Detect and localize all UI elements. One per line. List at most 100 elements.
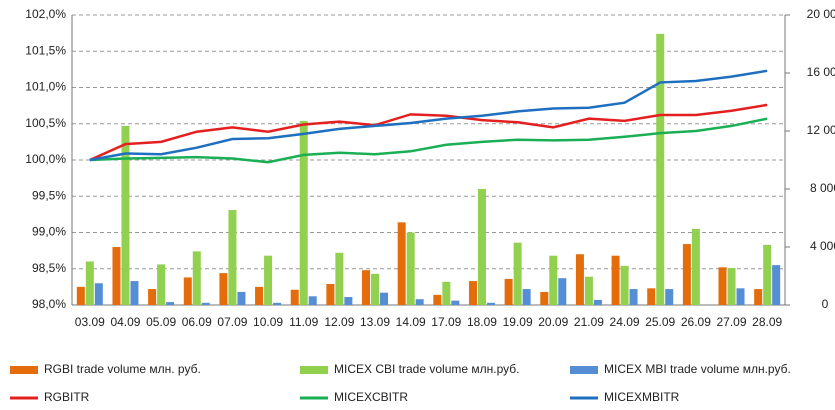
bar [584,276,593,305]
bar [299,120,308,305]
bar [290,289,299,305]
bar [397,222,406,305]
bar [477,189,486,305]
x-tick-label: 07.09 [217,315,247,329]
bar [442,281,451,305]
bar [228,210,237,305]
x-tick-label: 28.09 [752,315,782,329]
bar [201,302,210,305]
bar [629,289,638,305]
bar [433,294,442,305]
bar [335,252,344,305]
x-tick-label: 05.09 [146,315,176,329]
x-tick-label: 13.09 [360,315,390,329]
bar [371,273,380,305]
bar [362,270,371,305]
x-tick-label: 19.09 [503,315,533,329]
x-tick-label: 06.09 [182,315,212,329]
bar [558,278,567,305]
x-tick-label: 10.09 [253,315,283,329]
bar [665,289,674,305]
y2-tick-label: 12 000 [807,123,835,137]
bar [273,302,282,305]
x-tick-label: 21.09 [574,315,604,329]
bar [522,289,531,305]
bar [380,292,389,305]
bar [682,244,691,305]
legend-label: MICEX MBI trade volume млн.руб. [604,362,791,376]
y2-tick-label: 4 000 [810,239,835,253]
y-tick-label: 100,0% [25,152,66,166]
y-tick-label: 99,0% [32,225,66,239]
y-tick-label: 102,0% [25,7,66,21]
legend-swatch [10,366,38,374]
bar [406,232,415,305]
line [89,69,768,162]
legend-label: MICEXMBITR [604,390,680,404]
y-tick-label: 101,0% [25,80,66,94]
legend-swatch [300,366,328,374]
bar [691,228,700,305]
x-tick-label: 25.09 [645,315,675,329]
y2-tick-label: 8 000 [810,181,835,195]
bar [264,255,273,305]
x-tick-label: 20.09 [538,315,568,329]
bar [76,286,85,305]
legend-swatch [570,366,598,374]
y-tick-label: 98,5% [32,261,66,275]
y-tick-label: 99,5% [32,188,66,202]
bar [540,291,549,305]
line [89,103,768,162]
bar [504,278,513,305]
x-tick-label: 03.09 [75,315,105,329]
bar [183,277,192,305]
bar [219,273,228,305]
bar [754,289,763,305]
bar [157,264,166,305]
legend-label: MICEX CBI trade volume млн.руб. [334,362,519,376]
bar [772,265,781,305]
x-tick-label: 18.09 [467,315,497,329]
x-tick-label: 12.09 [324,315,354,329]
legend-label: MICEXCBITR [334,390,408,404]
bar [130,281,139,305]
bar [656,33,665,305]
bar [620,265,629,305]
x-tick-label: 14.09 [396,315,426,329]
y-tick-label: 98,0% [32,297,66,311]
x-tick-label: 17.09 [431,315,461,329]
bar [727,268,736,305]
bar [148,289,157,305]
bar [647,288,656,305]
x-tick-label: 04.09 [110,315,140,329]
bar [121,125,130,305]
bar [255,286,264,305]
bar [192,251,201,305]
x-tick-label: 26.09 [681,315,711,329]
bar [326,283,335,305]
bar [85,261,94,305]
bar [308,296,317,305]
y2-tick-label: 16 000 [807,65,835,79]
bar [344,297,353,305]
bar [166,302,175,305]
bar [237,291,246,305]
bar [486,302,495,305]
bar [94,283,103,305]
legend-label: RGBITR [44,390,90,404]
bar [549,255,558,305]
y2-tick-label: 0 [822,297,829,311]
bar [112,247,121,305]
y2-tick-label: 20 000 [807,7,835,21]
y-tick-label: 101,5% [25,43,66,57]
bar [451,300,460,305]
bar [593,299,602,305]
bar [575,254,584,305]
bar [415,299,424,305]
bar [763,244,772,305]
x-tick-label: 11.09 [289,315,318,329]
bar [718,267,727,305]
bar [513,242,522,305]
y-tick-label: 100,5% [25,116,66,130]
